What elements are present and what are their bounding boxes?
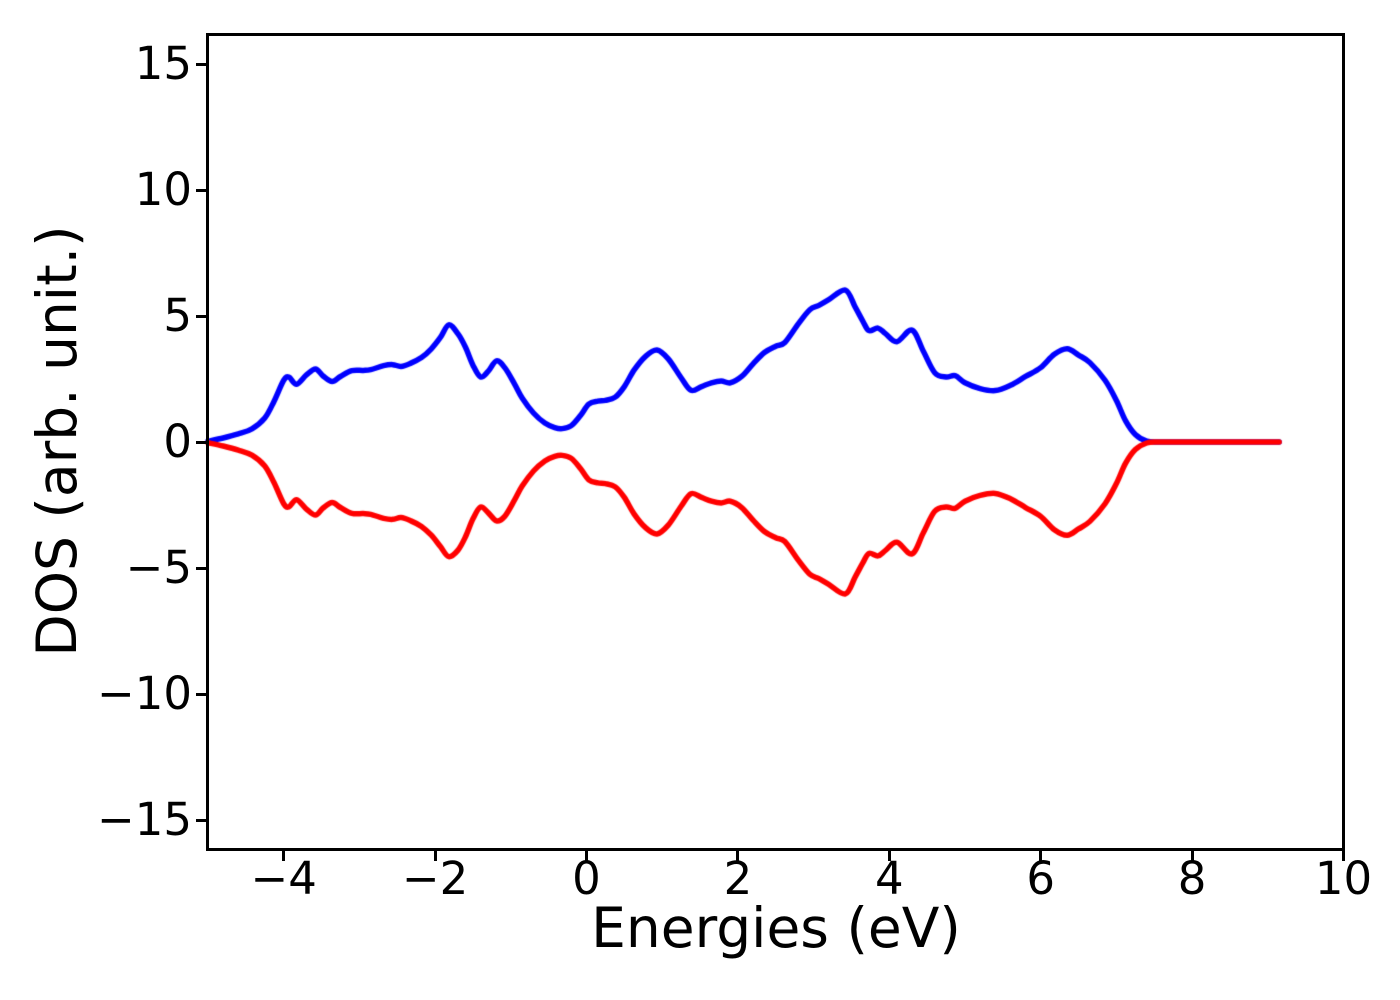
y-tick-label: 10	[134, 163, 192, 217]
x-axis-label: Energies (eV)	[591, 896, 961, 960]
x-tick-label: 6	[1026, 852, 1056, 905]
y-tick-mark	[196, 314, 206, 318]
y-tick-label: 5	[163, 289, 192, 343]
y-tick-mark	[196, 188, 206, 192]
x-tick-label: −4	[250, 852, 317, 905]
y-tick-label: −5	[125, 541, 192, 595]
x-tick-mark	[887, 851, 891, 861]
y-tick-mark	[196, 62, 206, 66]
y-tick-mark	[196, 818, 206, 822]
plot-frame	[206, 33, 1345, 851]
x-tick-mark	[1190, 851, 1194, 861]
x-tick-mark	[282, 851, 286, 861]
y-tick-label: 0	[163, 415, 192, 469]
x-tick-mark	[585, 851, 588, 861]
x-tick-mark	[433, 851, 437, 861]
x-tick-label: 4	[874, 852, 904, 905]
y-tick-mark	[196, 566, 206, 570]
y-tick-mark	[196, 692, 206, 696]
x-tick-mark	[1039, 851, 1043, 861]
y-axis-label: DOS (arb. unit.)	[24, 225, 89, 657]
y-tick-label: −15	[97, 793, 192, 847]
x-tick-label: −2	[401, 852, 469, 905]
x-tick-label: 10	[1314, 852, 1373, 905]
y-tick-label: −10	[97, 667, 192, 721]
x-tick-mark	[736, 851, 740, 861]
y-tick-mark	[196, 440, 206, 444]
y-tick-label: 15	[134, 37, 192, 91]
x-tick-label: 2	[723, 852, 753, 905]
x-tick-label: 8	[1177, 852, 1207, 905]
x-tick-mark	[1342, 851, 1345, 861]
x-tick-label: 0	[572, 852, 601, 905]
